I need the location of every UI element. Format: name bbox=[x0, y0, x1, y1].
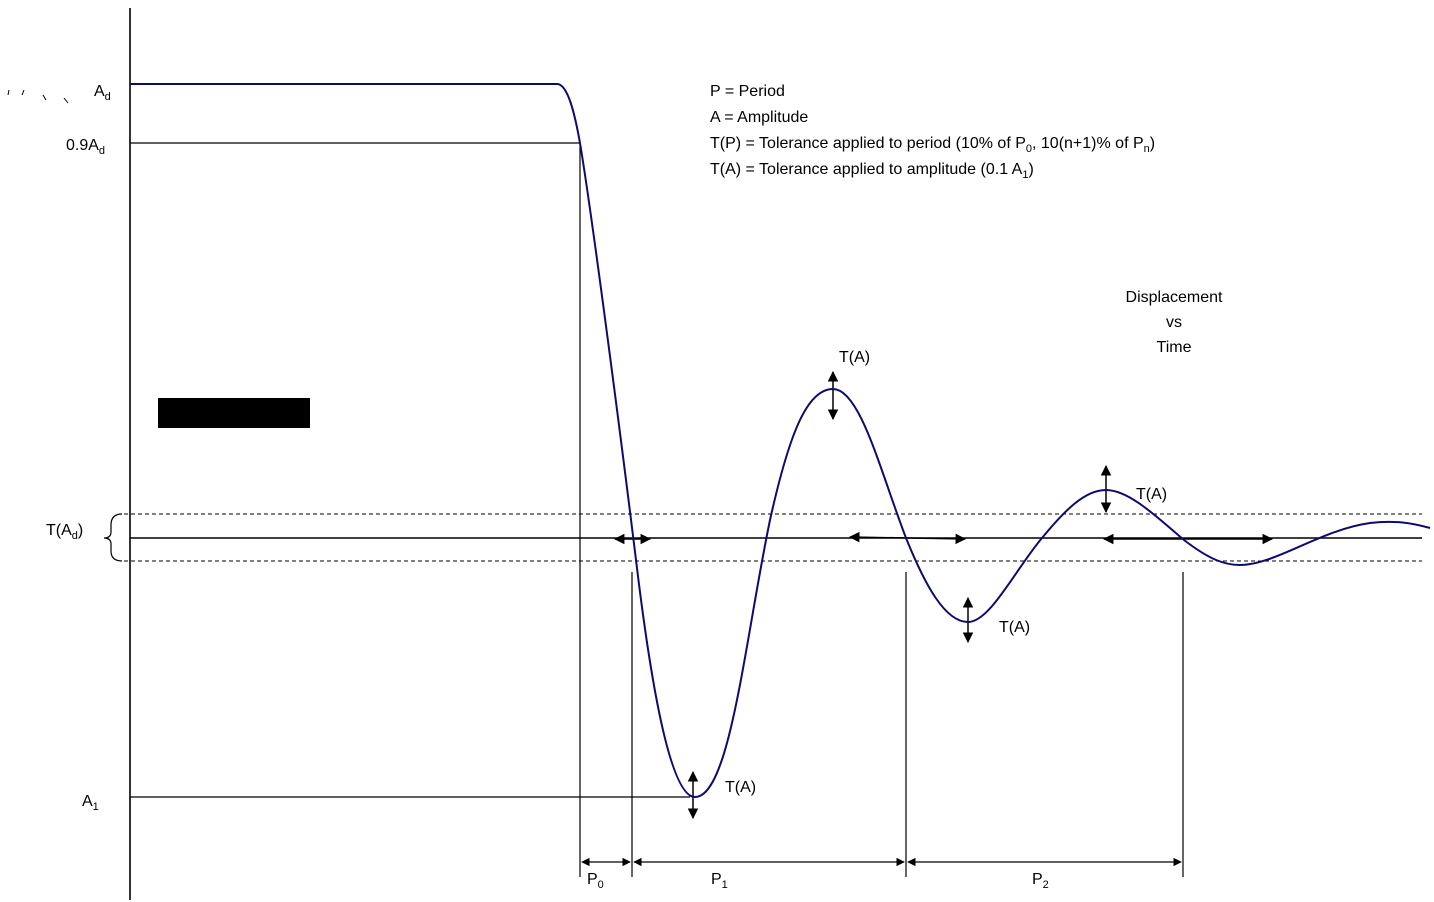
p1-label: P1 bbox=[711, 871, 728, 891]
displacement-curve bbox=[130, 83, 1431, 799]
tolerance-brace bbox=[103, 513, 123, 562]
legend-ta: T(A) = Tolerance applied to amplitude (0… bbox=[710, 161, 1034, 181]
title-line-3: Time bbox=[1157, 339, 1192, 356]
ad-label: Ad bbox=[94, 83, 111, 103]
title-line-1: Displacement bbox=[1126, 289, 1223, 306]
p0-label: P0 bbox=[587, 871, 604, 891]
ad90-label: 0.9Ad bbox=[66, 137, 105, 157]
a1-label: A1 bbox=[82, 793, 99, 813]
ta-label-trough-2: T(A) bbox=[999, 619, 1030, 636]
legend-period: P = Period bbox=[710, 83, 785, 100]
tp1-arrow bbox=[848, 531, 967, 545]
redacted-block bbox=[158, 398, 310, 428]
ta-label-peak-2: T(A) bbox=[1136, 486, 1167, 503]
legend-amplitude: A = Amplitude bbox=[710, 109, 808, 126]
tick-marks-decoration bbox=[7, 89, 69, 104]
ta-label-peak-1: T(A) bbox=[839, 349, 870, 366]
p2-label: P2 bbox=[1032, 871, 1049, 891]
legend-tp: T(P) = Tolerance applied to period (10% … bbox=[710, 135, 1155, 155]
ta-label-trough-1: T(A) bbox=[725, 779, 756, 796]
tad-label: T(Ad) bbox=[46, 522, 83, 542]
title-line-2: vs bbox=[1166, 314, 1182, 331]
